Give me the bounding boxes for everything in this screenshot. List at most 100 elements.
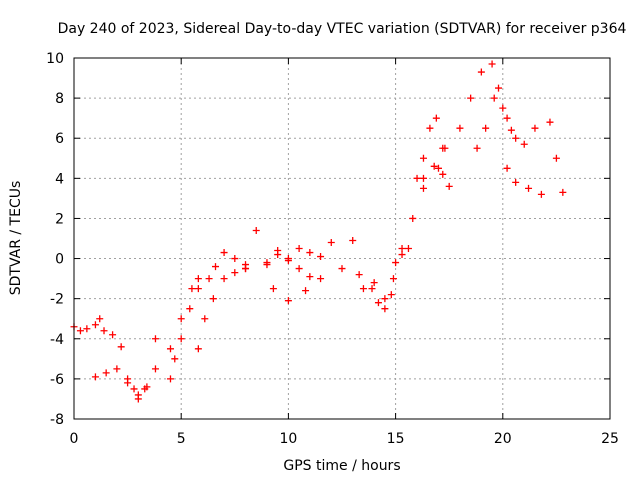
y-tick-label: 10 bbox=[46, 51, 64, 67]
data-point bbox=[212, 263, 220, 271]
data-point bbox=[398, 245, 406, 253]
data-point bbox=[306, 249, 314, 257]
data-point bbox=[205, 275, 213, 283]
data-point bbox=[473, 144, 481, 152]
data-point bbox=[368, 285, 376, 293]
data-point bbox=[445, 182, 453, 190]
data-point bbox=[546, 118, 554, 126]
data-point bbox=[419, 184, 427, 192]
data-point bbox=[338, 265, 346, 273]
y-tick-label: 0 bbox=[55, 252, 64, 268]
data-point bbox=[559, 188, 567, 196]
data-point bbox=[495, 84, 503, 92]
data-point bbox=[512, 134, 520, 142]
data-point bbox=[166, 345, 174, 353]
data-point bbox=[113, 365, 121, 373]
data-point bbox=[520, 140, 528, 148]
data-point bbox=[96, 315, 104, 323]
data-point bbox=[392, 259, 400, 267]
data-point bbox=[209, 295, 217, 303]
data-point bbox=[102, 369, 110, 377]
data-point bbox=[295, 245, 303, 253]
data-point bbox=[231, 269, 239, 277]
data-point bbox=[284, 297, 292, 305]
data-point bbox=[117, 343, 125, 351]
data-point bbox=[467, 94, 475, 102]
data-point bbox=[302, 287, 310, 295]
y-tick-label: -6 bbox=[50, 372, 64, 388]
data-point bbox=[317, 253, 325, 261]
y-tick-label: -4 bbox=[50, 332, 64, 348]
data-point bbox=[349, 237, 357, 245]
data-point bbox=[141, 385, 149, 393]
data-point bbox=[124, 375, 132, 383]
y-tick-label: 6 bbox=[55, 131, 64, 147]
data-point bbox=[439, 170, 447, 178]
data-point bbox=[194, 345, 202, 353]
data-point bbox=[220, 275, 228, 283]
data-point bbox=[441, 144, 449, 152]
data-point bbox=[91, 373, 99, 381]
data-point bbox=[477, 68, 485, 76]
data-point bbox=[263, 261, 271, 269]
data-point bbox=[370, 279, 378, 287]
y-tick-label: -8 bbox=[50, 412, 64, 428]
y-tick-label: 2 bbox=[55, 211, 64, 227]
data-point bbox=[503, 114, 511, 122]
data-point bbox=[242, 265, 250, 273]
data-point bbox=[186, 305, 194, 313]
y-tick-label: 8 bbox=[55, 91, 64, 107]
data-point bbox=[499, 104, 507, 112]
data-point bbox=[166, 375, 174, 383]
data-point bbox=[151, 365, 159, 373]
data-point bbox=[490, 94, 498, 102]
y-tick-label: -2 bbox=[50, 292, 64, 308]
data-point bbox=[531, 124, 539, 132]
data-point bbox=[456, 124, 464, 132]
data-point bbox=[194, 285, 202, 293]
data-point bbox=[306, 273, 314, 281]
data-point bbox=[389, 275, 397, 283]
data-point bbox=[398, 251, 406, 259]
data-point bbox=[413, 174, 421, 182]
data-point bbox=[91, 321, 99, 329]
x-tick-label: 20 bbox=[494, 431, 512, 447]
data-point bbox=[130, 385, 138, 393]
data-point bbox=[434, 164, 442, 172]
data-point bbox=[177, 315, 185, 323]
data-point bbox=[317, 275, 325, 283]
y-tick-label: 4 bbox=[55, 171, 64, 187]
data-point bbox=[374, 299, 382, 307]
data-point bbox=[269, 285, 277, 293]
data-point bbox=[83, 325, 91, 333]
data-point bbox=[512, 178, 520, 186]
data-point bbox=[409, 214, 417, 222]
data-point bbox=[284, 257, 292, 265]
chart-title: Day 240 of 2023, Sidereal Day-to-day VTE… bbox=[58, 21, 627, 37]
data-point bbox=[507, 126, 515, 134]
data-point bbox=[432, 114, 440, 122]
data-point bbox=[188, 285, 196, 293]
data-point bbox=[327, 239, 335, 247]
data-point bbox=[355, 271, 363, 279]
data-point bbox=[171, 355, 179, 363]
x-tick-label: 10 bbox=[279, 431, 297, 447]
data-point bbox=[177, 335, 185, 343]
data-point bbox=[419, 154, 427, 162]
plot-border bbox=[73, 57, 611, 420]
data-point bbox=[488, 60, 496, 68]
data-point bbox=[295, 265, 303, 273]
y-axis-label: SDTVAR / TECUs bbox=[8, 181, 24, 296]
x-tick-label: 0 bbox=[70, 431, 79, 447]
data-point bbox=[503, 164, 511, 172]
data-point bbox=[201, 315, 209, 323]
data-point bbox=[109, 331, 117, 339]
data-point bbox=[252, 226, 260, 234]
data-point bbox=[381, 305, 389, 313]
data-point bbox=[419, 174, 427, 182]
data-point bbox=[134, 391, 142, 399]
grid-lines bbox=[74, 58, 610, 419]
x-tick-label: 15 bbox=[387, 431, 405, 447]
data-point bbox=[525, 184, 533, 192]
